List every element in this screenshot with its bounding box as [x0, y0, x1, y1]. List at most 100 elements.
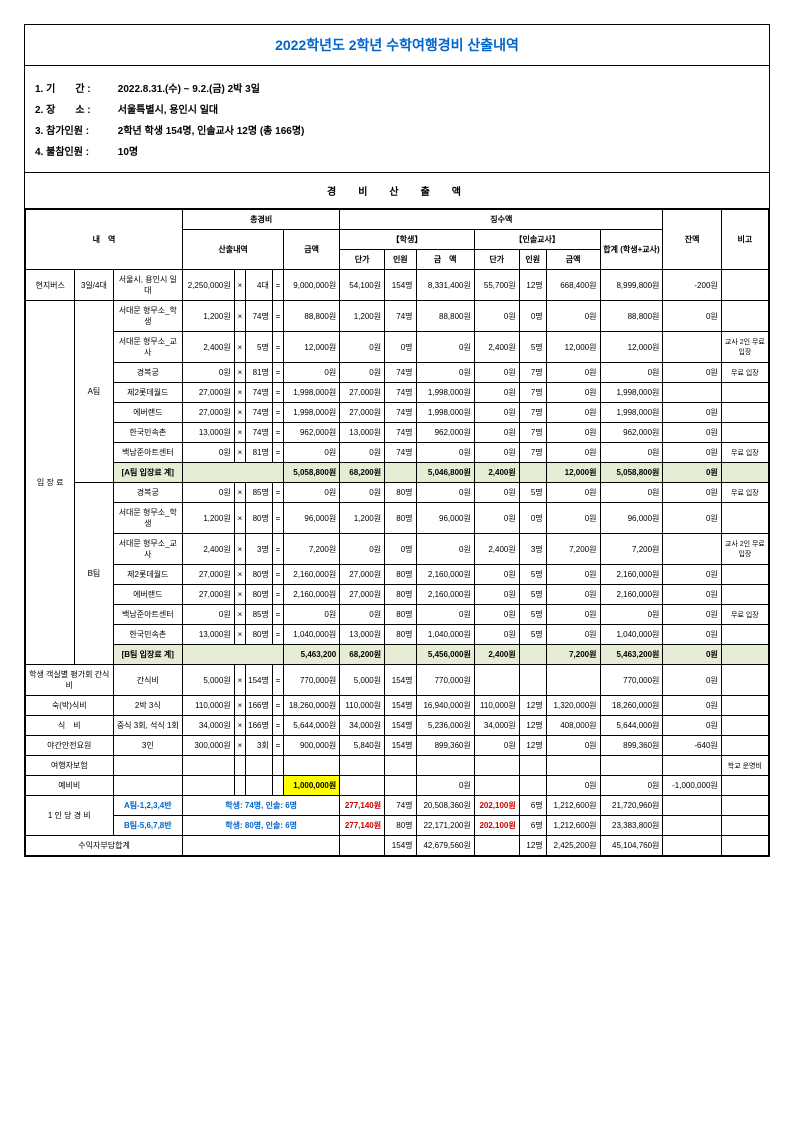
- cell: 0원: [546, 585, 600, 605]
- cell: ×: [234, 443, 245, 463]
- cell: 5,456,000원: [416, 645, 474, 665]
- cell: 96,000원: [600, 503, 663, 534]
- cell: 0원: [546, 483, 600, 503]
- cell: 1,998,000원: [600, 383, 663, 403]
- cell: 0원: [284, 605, 340, 625]
- cell: 1,998,000원: [416, 383, 474, 403]
- cell: 12명: [519, 270, 546, 301]
- cell: 27,000원: [183, 403, 235, 423]
- cell: =: [272, 605, 283, 625]
- hdr-totalcost: 총경비: [183, 210, 340, 230]
- hdr-teacher: 【인솔교사】: [474, 230, 600, 250]
- cell: 0원: [600, 776, 663, 796]
- cell: 3회: [245, 736, 272, 756]
- cell: 0명: [385, 332, 416, 363]
- cell: 0원: [663, 443, 721, 463]
- cell: =: [272, 716, 283, 736]
- cell: [519, 665, 546, 696]
- cat3: 제2롯데월드: [113, 383, 183, 403]
- cell: [663, 796, 721, 816]
- cell: -200원: [663, 270, 721, 301]
- cell: 2,160,000원: [416, 585, 474, 605]
- cell: 74명: [385, 443, 416, 463]
- cell: 0원: [600, 363, 663, 383]
- cell: 1,200원: [340, 503, 385, 534]
- cell: 0원: [663, 363, 721, 383]
- cell: 34,000원: [183, 716, 235, 736]
- cell: ×: [234, 332, 245, 363]
- cell: 74명: [385, 796, 416, 816]
- cell: 0원: [416, 332, 474, 363]
- cat3: [B팀 입장료 계]: [113, 645, 183, 665]
- cell: 74명: [385, 301, 416, 332]
- cell: 3명: [519, 534, 546, 565]
- cell: 74명: [245, 383, 272, 403]
- cell: 0원: [546, 423, 600, 443]
- ateam-label: A팀-1,2,3,4반: [113, 796, 183, 816]
- cell: 770,000원: [416, 665, 474, 696]
- cell: 0원: [474, 736, 519, 756]
- cell: 0원: [474, 605, 519, 625]
- cell: 1,998,000원: [416, 403, 474, 423]
- cell: 2,160,000원: [284, 565, 340, 585]
- cat1: 식 비: [26, 716, 114, 736]
- cell: [519, 756, 546, 776]
- cell: [663, 332, 721, 363]
- cell: 0명: [519, 503, 546, 534]
- cat3: 제2롯데월드: [113, 565, 183, 585]
- cell: 0원: [663, 463, 721, 483]
- page-title: 2022학년도 2학년 수학여행경비 산출내역: [24, 24, 770, 66]
- cell: [546, 756, 600, 776]
- hdr-s-cnt: 인원: [385, 250, 416, 270]
- cell: 0원: [600, 483, 663, 503]
- cell: ×: [234, 423, 245, 443]
- cell: 899,360원: [600, 736, 663, 756]
- grandtotal-label: 수익자부담합계: [26, 836, 183, 856]
- hdr-t-amt: 금액: [546, 250, 600, 270]
- participants-label: 3. 참가인원 :: [35, 122, 115, 137]
- cell: 18,260,000원: [600, 696, 663, 716]
- cell: 5명: [519, 332, 546, 363]
- cell: [234, 776, 245, 796]
- cat3: 2박 3식: [113, 696, 183, 716]
- cat3: 백남준아트센터: [113, 605, 183, 625]
- cell: =: [272, 534, 283, 565]
- cell: =: [272, 503, 283, 534]
- cell: [721, 816, 768, 836]
- cell: 962,000원: [284, 423, 340, 443]
- cell: [663, 836, 721, 856]
- cat3: 간식비: [113, 665, 183, 696]
- cell: 0원: [663, 423, 721, 443]
- cell: =: [272, 483, 283, 503]
- cell: 80명: [385, 816, 416, 836]
- cell: 2,400원: [183, 332, 235, 363]
- cell: =: [272, 270, 283, 301]
- cell: -640원: [663, 736, 721, 756]
- cat3: 중식 3회, 석식 1회: [113, 716, 183, 736]
- cat1: 예비비: [26, 776, 114, 796]
- cell: 2,250,000원: [183, 270, 235, 301]
- cell: 1,200원: [183, 301, 235, 332]
- cell: ×: [234, 403, 245, 423]
- cell: 12명: [519, 736, 546, 756]
- cell: 0원: [546, 383, 600, 403]
- cat3: 서대문 형무소_학생: [113, 503, 183, 534]
- cell: ×: [234, 301, 245, 332]
- hdr-s-unit: 단가: [340, 250, 385, 270]
- cell: 0원: [340, 332, 385, 363]
- cell: 12명: [519, 696, 546, 716]
- cell: [385, 756, 416, 776]
- perperson-label: 1 인 당 경 비: [26, 796, 114, 836]
- cat3: 경복궁: [113, 363, 183, 383]
- cell: [663, 816, 721, 836]
- cell: 0원: [663, 585, 721, 605]
- cell: 2,400원: [474, 463, 519, 483]
- cell: 12,000원: [546, 332, 600, 363]
- cell: 45,104,760원: [600, 836, 663, 856]
- cat3: 한국민속촌: [113, 625, 183, 645]
- cell: 962,000원: [600, 423, 663, 443]
- cell: 20,508,360원: [416, 796, 474, 816]
- cell: [340, 776, 385, 796]
- cell: 154명: [385, 665, 416, 696]
- cell: 0원: [663, 483, 721, 503]
